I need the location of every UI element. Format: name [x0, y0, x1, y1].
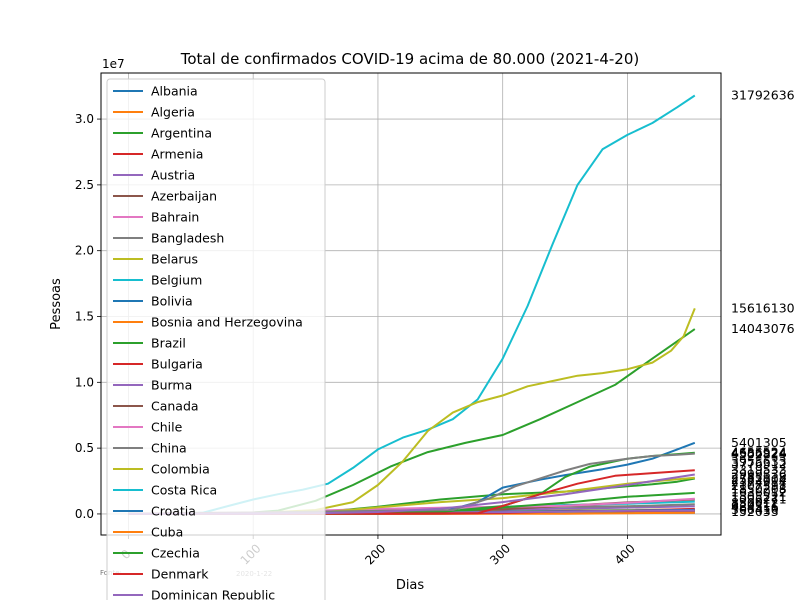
end-value-label: 4586924: [731, 446, 787, 461]
legend-entry: Armenia: [151, 147, 203, 162]
end-value-label: 2999836: [731, 467, 787, 482]
legend-entry: Dominican Republic: [151, 588, 275, 600]
end-value-label: 2374914: [731, 475, 787, 490]
end-value-label: 1850208: [731, 482, 787, 497]
end-value-label: 2582004: [731, 472, 787, 487]
legend-entry: Czechia: [151, 546, 200, 561]
end-value-label: 2785118: [731, 469, 787, 484]
series-line: [128, 452, 695, 515]
legend-entry: Bosnia and Herzegovina: [151, 315, 303, 330]
y-tick-label: 1.0: [75, 375, 94, 389]
end-value-label: 14043076: [731, 321, 795, 336]
y-tick-label: 2.0: [75, 244, 94, 258]
plot-frame: [100, 72, 722, 536]
end-value-label: 1305221: [731, 489, 787, 504]
legend-entry: Croatia: [151, 504, 196, 519]
series-lines: [128, 94, 696, 515]
legend-entry: Canada: [151, 399, 199, 414]
legend-entry: Brazil: [151, 336, 186, 351]
legend-entry: Bahrain: [151, 210, 199, 225]
legend-entry: Bolivia: [151, 294, 193, 309]
end-value-labels: 31792636 15616130 14043076 5401305465552445…: [731, 88, 795, 519]
end-value-label: 31792636: [731, 88, 795, 103]
end-value-label: 3955633: [731, 454, 787, 469]
legend-entry: Algeria: [151, 105, 195, 120]
legend-entry: Bangladesh: [151, 231, 224, 246]
series-line: [128, 469, 695, 515]
y-tick-label: 0.5: [75, 441, 94, 455]
y-tick-label: 2.5: [75, 178, 94, 192]
end-value-label: 15616130: [731, 300, 795, 315]
legend-entry: Austria: [151, 168, 195, 183]
legend-entry: Belgium: [151, 273, 202, 288]
x-tick-label: 300: [487, 541, 513, 567]
end-value-label: 830012: [731, 495, 779, 510]
legend-entry: Burma: [151, 378, 192, 393]
legend-entry: China: [151, 441, 187, 456]
legend-frame: [106, 78, 326, 600]
end-value-label: 5401305: [731, 435, 787, 450]
end-value-label: 3319533: [731, 462, 787, 477]
legend-entry: Azerbaijan: [151, 189, 217, 204]
end-value-label: 152033: [731, 504, 779, 519]
end-value-label: 3776312: [731, 456, 787, 471]
x-tick-label: 400: [612, 541, 638, 567]
y-axis-label: Pessoas: [49, 278, 64, 330]
legend-entry: Cuba: [151, 525, 183, 540]
y-tick-label: 1.5: [75, 310, 94, 324]
legend: Albania Algeria Argentina Armenia Austria Aze…: [106, 78, 326, 600]
y-tick-label: 3.0: [75, 112, 94, 126]
y-offset-text: 1e7: [102, 57, 125, 71]
end-value-label: 620311: [731, 498, 779, 513]
legend-entry: Colombia: [151, 462, 210, 477]
end-value-label: 484516: [731, 500, 779, 515]
end-value-label: 4502824: [731, 447, 787, 462]
legend-entry: Albania: [151, 84, 198, 99]
legend-entry: Denmark: [151, 567, 209, 582]
end-value-label: 2107591: [731, 478, 787, 493]
series-line: [128, 473, 695, 515]
x-axis-label: Dias: [396, 578, 425, 593]
chart-title: Total de confirmados COVID-19 acima de 8…: [180, 50, 640, 68]
legend-entry: Costa Rica: [151, 483, 217, 498]
end-value-label: 4655524: [731, 445, 787, 460]
x-tick-label: 200: [362, 541, 388, 567]
legend-entry: Bulgaria: [151, 357, 203, 372]
end-value-label: 1096271: [731, 492, 787, 507]
end-value-label: 1636012: [731, 484, 787, 499]
y-tick-label: 0.0: [75, 507, 94, 521]
legend-entry: Chile: [151, 420, 183, 435]
end-value-label: 306410: [731, 502, 779, 517]
legend-entry: Belarus: [151, 252, 198, 267]
legend-entry: Argentina: [151, 126, 212, 141]
